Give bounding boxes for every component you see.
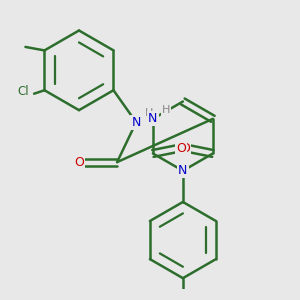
Text: O: O (176, 142, 186, 155)
Text: N: N (148, 112, 158, 125)
Text: O: O (74, 156, 84, 169)
Text: H: H (145, 108, 154, 118)
Text: O: O (180, 142, 190, 155)
Text: H: H (162, 105, 170, 115)
Text: N: N (131, 116, 141, 129)
Text: Cl: Cl (17, 85, 29, 98)
Text: N: N (178, 164, 188, 177)
